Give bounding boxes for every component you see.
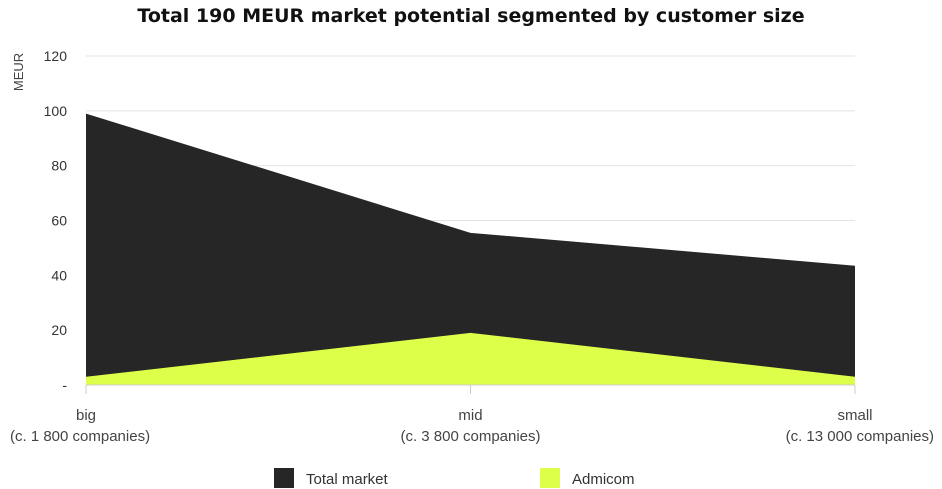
x-axis	[85, 384, 856, 394]
legend-swatch	[540, 468, 560, 488]
x-tick-sublabel: (c. 13 000 companies)	[786, 428, 934, 445]
x-tick-label: mid	[458, 407, 482, 424]
legend-label: Admicom	[572, 471, 635, 488]
legend-label: Total market	[306, 471, 389, 488]
area-total-market	[86, 113, 855, 385]
y-axis-ticks: - 20 40 60 80 100 120	[44, 48, 68, 393]
y-tick-label: 60	[51, 213, 67, 229]
x-tick-sublabel: (c. 3 800 companies)	[400, 428, 540, 445]
y-tick-label: 120	[44, 48, 68, 64]
y-axis-label: MEUR	[11, 53, 26, 91]
legend-swatch	[274, 468, 294, 488]
y-tick-label: -	[62, 377, 67, 393]
chart-title: Total 190 MEUR market potential segmente…	[137, 5, 804, 27]
chart-areas	[86, 113, 855, 385]
x-tick-label: small	[837, 407, 872, 424]
x-tick-label: big	[76, 407, 96, 424]
legend: Total market Admicom	[274, 468, 635, 488]
y-tick-label: 20	[51, 322, 67, 338]
legend-item: Total market	[274, 468, 389, 488]
x-tick-sublabel: (c. 1 800 companies)	[10, 428, 150, 445]
area-admicom	[86, 332, 855, 385]
y-tick-label: 80	[51, 158, 67, 174]
x-axis-ticks: big (c. 1 800 companies) mid (c. 3 800 comp…	[10, 407, 934, 445]
y-tick-label: 100	[44, 103, 68, 119]
y-tick-label: 40	[51, 267, 67, 283]
legend-item: Admicom	[540, 468, 635, 488]
